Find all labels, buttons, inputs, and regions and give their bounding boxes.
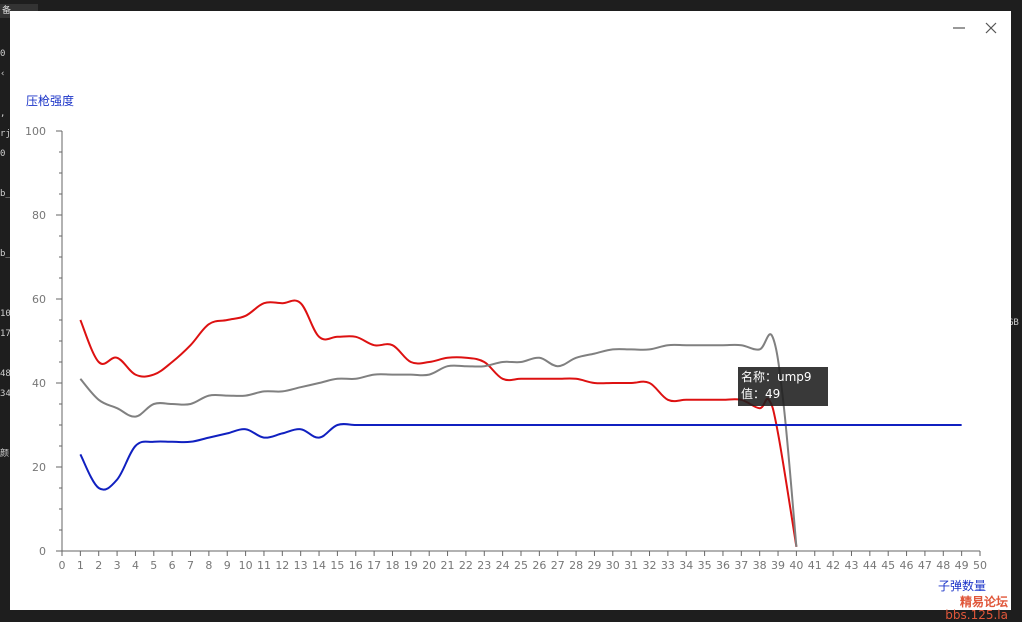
x-tick-label: 27 [551, 559, 565, 572]
background-gutter-line: 0 [0, 49, 6, 59]
background-gutter-line: 17 [0, 329, 11, 339]
x-tick-label: 26 [532, 559, 546, 572]
close-button[interactable] [982, 19, 1000, 37]
x-tick-label: 44 [863, 559, 877, 572]
x-tick-label: 5 [150, 559, 157, 572]
x-tick-label: 6 [169, 559, 176, 572]
x-tick-label: 24 [496, 559, 510, 572]
chart-window: 压枪强度 0 20 40 60 80 100 0 1 2 3 4 5 6 7 8 9 10 11 12 13 14 15 1… [10, 11, 1011, 610]
x-tick-label: 4 [132, 559, 139, 572]
tooltip-value-row: 值：49 [741, 386, 828, 403]
background-gutter-line: b_ [0, 189, 11, 199]
background-gutter-line: rj [0, 129, 11, 139]
background-gutter-line: ‹ [0, 69, 6, 79]
x-tick-label: 45 [881, 559, 895, 572]
background-gutter-line: 颜 [0, 449, 10, 459]
x-tick-label: 15 [330, 559, 344, 572]
x-tick-label: 0 [59, 559, 66, 572]
x-tick-label: 39 [771, 559, 785, 572]
x-tick-label: 43 [844, 559, 858, 572]
x-tick-label: 11 [257, 559, 271, 572]
tooltip-value-label: 值： [741, 387, 766, 401]
x-tick-label: 41 [808, 559, 822, 572]
x-tick-label: 50 [973, 559, 987, 572]
background-gutter-line: 34 [0, 389, 11, 399]
y-tick-label: 60 [32, 293, 46, 306]
x-tick-label: 47 [918, 559, 932, 572]
y-tick-label: 80 [32, 209, 46, 222]
x-tick-label: 3 [114, 559, 121, 572]
x-tick-label: 13 [294, 559, 308, 572]
x-tick-label: 28 [569, 559, 583, 572]
x-tick-label: 23 [477, 559, 491, 572]
series-line-2 [79, 333, 798, 547]
y-tick-label: 100 [25, 125, 46, 138]
minimize-button[interactable] [950, 19, 968, 37]
x-tick-label: 42 [826, 559, 840, 572]
x-tick-label: 9 [224, 559, 231, 572]
x-tick-label: 18 [385, 559, 399, 572]
x-tick-label: 34 [679, 559, 693, 572]
x-tick-label: 32 [643, 559, 657, 572]
x-axis-title: 子弹数量 [938, 579, 987, 593]
x-tick-label: 25 [514, 559, 528, 572]
watermark-line1: 精易论坛 [959, 595, 1008, 609]
x-tick-label: 40 [789, 559, 803, 572]
background-gutter-line: 48 [0, 369, 11, 379]
x-tick-label: 36 [716, 559, 730, 572]
x-tick-label: 46 [900, 559, 914, 572]
x-tick-label: 12 [275, 559, 289, 572]
series-line-3 [79, 423, 962, 491]
series-line-1 [79, 299, 798, 547]
x-tick-label: 35 [698, 559, 712, 572]
x-tick-label: 37 [734, 559, 748, 572]
x-tick-label: 16 [349, 559, 363, 572]
x-tick-label: 17 [367, 559, 381, 572]
close-icon [985, 22, 997, 34]
x-tick-label: 1 [77, 559, 84, 572]
x-tick-label: 49 [955, 559, 969, 572]
tooltip-name-label: 名称： [741, 370, 778, 384]
tooltip-name-value: ump9 [777, 370, 812, 384]
background-gutter-line: 10 [0, 309, 11, 319]
x-tick-label: 31 [624, 559, 638, 572]
x-tick-label: 14 [312, 559, 326, 572]
x-tick-label: 29 [587, 559, 601, 572]
x-tick-label: 30 [606, 559, 620, 572]
x-tick-label: 8 [205, 559, 212, 572]
y-axis-title: 压枪强度 [26, 94, 75, 108]
background-gutter-line: , [0, 109, 6, 119]
x-tick-label: 19 [404, 559, 418, 572]
background-editor-gutter: 0 ‹, rj 0 b_ b_ 10 17 48 34 颜 [0, 0, 12, 622]
x-tick-label: 33 [661, 559, 675, 572]
x-tick-label: 10 [239, 559, 253, 572]
watermark-line2: bbs.125.la [945, 608, 1008, 622]
background-right-text: GB [1008, 318, 1019, 328]
x-tick-label: 48 [936, 559, 950, 572]
background-tab-label: 备 [2, 6, 12, 16]
background-gutter-line: b_ [0, 249, 11, 259]
x-tick-label: 20 [422, 559, 436, 572]
minimize-icon [953, 27, 965, 29]
tooltip-value: 49 [765, 387, 781, 401]
x-tick-label: 22 [459, 559, 473, 572]
x-tick-label: 38 [753, 559, 767, 572]
chart-tooltip: 名称：ump9 值：49 [738, 367, 828, 406]
x-tick-label: 2 [95, 559, 102, 572]
watermark: 精易论坛 bbs.125.la [945, 596, 1008, 622]
x-tick-label: 21 [441, 559, 455, 572]
y-tick-label: 20 [32, 461, 46, 474]
x-tick-label: 7 [187, 559, 194, 572]
background-gutter-line: 0 [0, 149, 6, 159]
y-tick-label: 0 [39, 545, 46, 558]
tooltip-name-row: 名称：ump9 [741, 369, 828, 386]
y-tick-label: 40 [32, 377, 46, 390]
